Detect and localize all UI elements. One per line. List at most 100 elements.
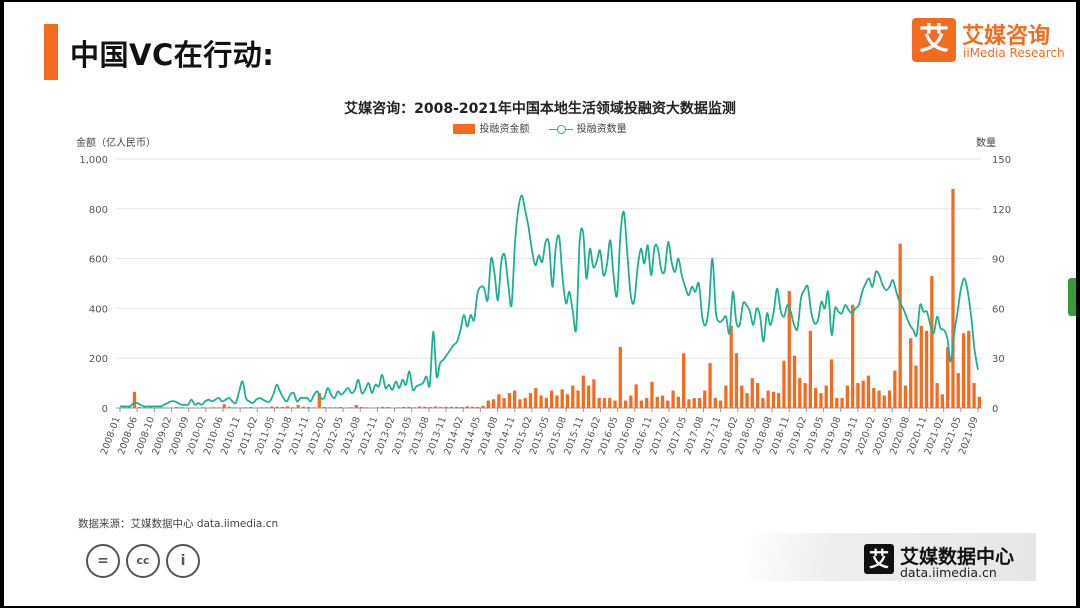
logo-cn-text: 艾媒咨询 [962,24,1051,49]
count-series-line [119,194,979,408]
bar [280,407,284,408]
bar [212,407,216,408]
y-tick-left: 800 [89,205,108,216]
bar [814,388,818,408]
bar [460,407,464,408]
legend-amount-label: 投融资金额 [479,124,530,135]
bar [322,407,327,408]
bar [349,407,353,408]
person-icon: i [166,544,200,578]
bar [761,398,765,408]
bar [697,398,702,408]
legend-bar-swatch-icon [453,124,476,134]
bar [655,396,659,408]
bar [227,406,232,408]
y-tick-left: 400 [89,304,108,315]
bar [386,407,390,408]
bar [866,375,871,408]
bar [666,400,670,408]
cc-license-icons: = cc i [86,544,206,580]
bar [840,398,844,408]
bar [845,385,849,408]
y-tick-left: 1,000 [79,155,108,166]
bar [565,394,570,408]
equals-icon: = [86,544,120,578]
bar [745,393,749,408]
footer-logo-icon: 艾 [864,544,894,574]
bar [476,407,480,408]
bar [877,390,881,408]
bar [687,399,691,408]
bar [127,407,131,408]
bar [798,378,802,408]
bar [967,330,971,408]
bar [608,398,612,408]
bar [222,404,226,408]
y-axis-label-right: 数量 [976,136,996,149]
bar [518,399,522,408]
bar [444,406,448,408]
bar [481,406,485,408]
bar [903,385,908,408]
bar [201,407,205,408]
bar [755,383,760,408]
bar [829,359,834,408]
bar [613,400,617,408]
bar [359,407,364,408]
bar [650,381,654,408]
bar [534,388,538,408]
bar [412,407,416,408]
bar [243,407,247,408]
slide: 中国VC在行动: 艾 艾媒咨询 iiMedia Research 艾媒咨询：20… [4,2,1076,606]
bar [138,407,142,408]
bar [417,406,422,408]
y-tick-right: 120 [992,205,1011,216]
scroll-handle[interactable] [1068,278,1076,316]
bar [470,406,475,408]
brand-logo: 艾 艾媒咨询 iiMedia Research [912,16,1072,66]
bar [528,393,533,408]
bar [312,407,316,408]
bar [740,385,744,408]
bar [972,383,976,408]
bar [159,407,163,408]
bar [777,393,781,408]
bar [175,407,179,408]
y-tick-right: 30 [992,354,1005,365]
combo-chart: 0 0 200 30 400 60 600 90 800 120 1,000 150 金额（亿人民币） 数… [76,136,1011,456]
bar [660,395,665,408]
bar [803,383,807,408]
bar [935,383,939,408]
bar [428,407,432,408]
bar [544,398,548,408]
bar [338,407,343,408]
bar [491,399,496,408]
bar [275,406,279,408]
bar [724,385,728,408]
bar [718,400,723,408]
legend-item-amount[interactable]: 投融资金额 [453,120,529,135]
y-axis-label-left: 金额（亿人民币） [76,136,156,149]
footer-brand-url: data.iimedia.cn [900,565,997,580]
bar [586,385,591,408]
bar [423,406,427,408]
legend-item-count[interactable]: 投融资数量 [548,120,627,135]
y-tick-left: 600 [89,255,108,266]
bar [682,353,686,408]
footer-brand-cn: 艾媒数据中心 [900,546,1015,568]
y-tick-right: 90 [992,255,1005,266]
bar [581,375,585,408]
page-title: 中国VC在行动: [70,38,275,72]
bar [909,338,913,408]
bar [433,406,438,408]
bar [824,385,828,408]
bar [782,360,786,408]
bar [217,407,221,408]
bar [893,370,897,408]
bar [122,406,126,408]
bar [190,407,195,408]
bar [676,396,681,408]
bar [307,407,311,408]
bar [381,406,385,408]
bar [924,330,929,408]
